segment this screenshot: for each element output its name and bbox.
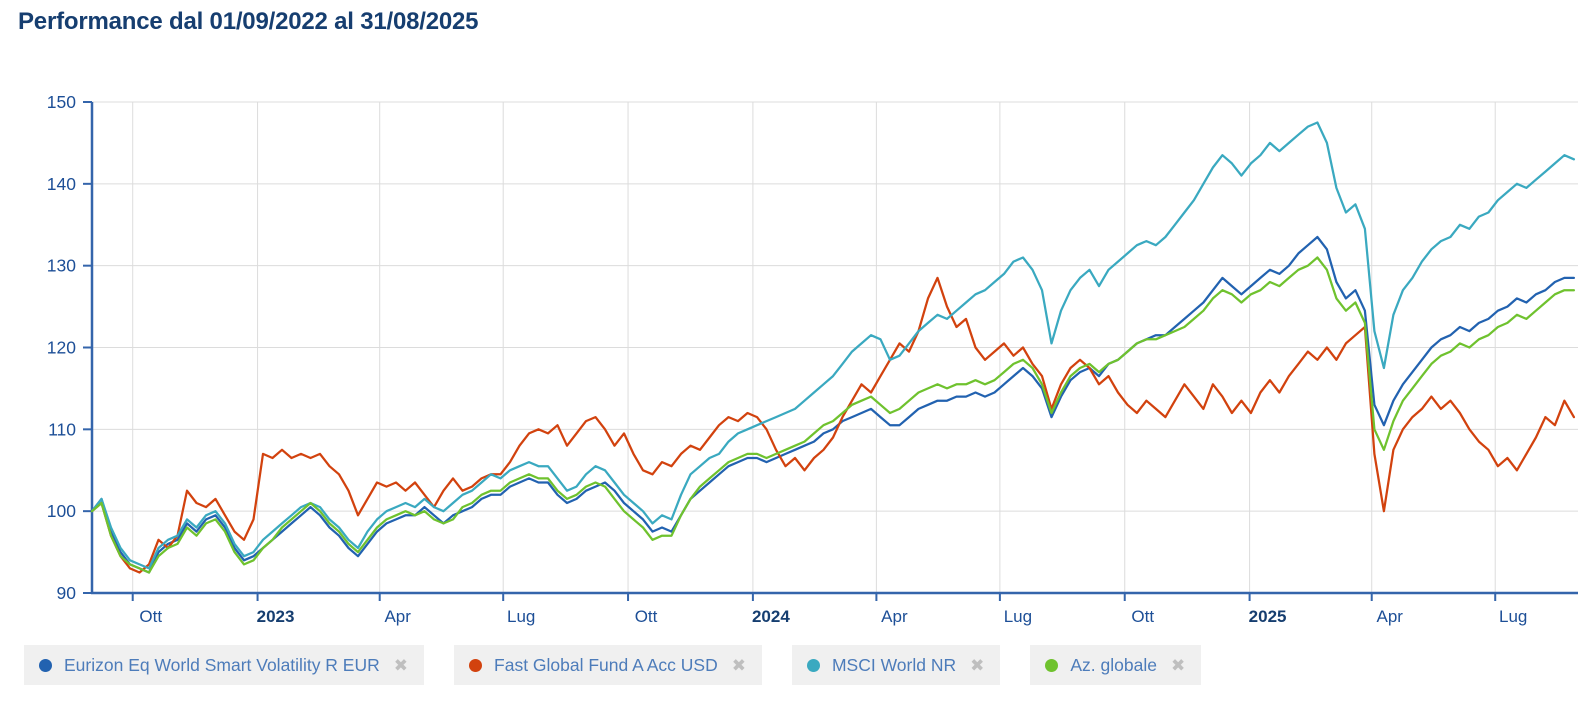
series-line[interactable]	[90, 276, 1576, 574]
series-color-dot	[469, 658, 483, 672]
y-tick-label: 100	[47, 501, 76, 521]
series-line[interactable]	[90, 256, 1576, 574]
performance-chart[interactable]: 90 100 110 120 130 140 150 Ott 2023 Apr Lug Ott 2024…	[0, 64, 1594, 636]
x-tick-label: Lug	[1004, 607, 1032, 626]
x-tick-label: Ott	[139, 607, 162, 626]
x-tick-label: Ott	[1131, 607, 1154, 626]
y-tick-label: 150	[47, 92, 76, 112]
remove-series-icon[interactable]: ✖	[393, 655, 409, 675]
x-tick-label: Lug	[507, 607, 535, 626]
legend-item-3: MSCI World NR ✖	[791, 645, 1001, 685]
legend-item-label: Fast Global Fund A Acc USD	[494, 654, 718, 675]
series-line[interactable]	[90, 121, 1576, 570]
x-tick-label: Ott	[635, 607, 658, 626]
legend-item-1: Eurizon Eq World Smart Volatility R EUR ✖	[24, 645, 425, 685]
x-tick-label: Apr	[384, 607, 411, 626]
x-tick-label: Lug	[1499, 607, 1527, 626]
x-tick-label: 2024	[752, 607, 790, 626]
legend: Eurizon Eq World Smart Volatility R EUR ✖…	[24, 645, 1231, 685]
legend-item-label: MSCI World NR	[831, 654, 957, 675]
series-color-dot	[1045, 658, 1059, 672]
remove-series-icon[interactable]: ✖	[731, 655, 746, 675]
legend-item-2: Fast Global Fund A Acc USD ✖	[454, 645, 762, 685]
x-tick-label: Apr	[1376, 607, 1403, 626]
series-line[interactable]	[90, 235, 1576, 574]
series-color-dot	[39, 658, 52, 672]
y-tick-label: 110	[48, 419, 76, 439]
x-tick-label: 2023	[257, 607, 295, 626]
x-tick-label: 2025	[1249, 607, 1287, 626]
page-title: Performance dal 01/09/2022 al 31/08/2025	[18, 8, 479, 35]
legend-item-label: Eurizon Eq World Smart Volatility R EUR	[64, 654, 380, 675]
legend-item-label: Az. globale	[1070, 654, 1157, 675]
y-tick-label: 140	[47, 174, 76, 194]
series-color-dot	[806, 658, 820, 672]
y-tick-label: 120	[47, 338, 76, 358]
remove-series-icon[interactable]: ✖	[1170, 655, 1186, 675]
y-tick-label: 90	[57, 583, 77, 603]
y-tick-label: 130	[47, 256, 76, 276]
legend-item-4: Az. globale ✖	[1030, 645, 1202, 685]
x-tick-label: Apr	[881, 607, 908, 626]
remove-series-icon[interactable]: ✖	[970, 655, 985, 675]
